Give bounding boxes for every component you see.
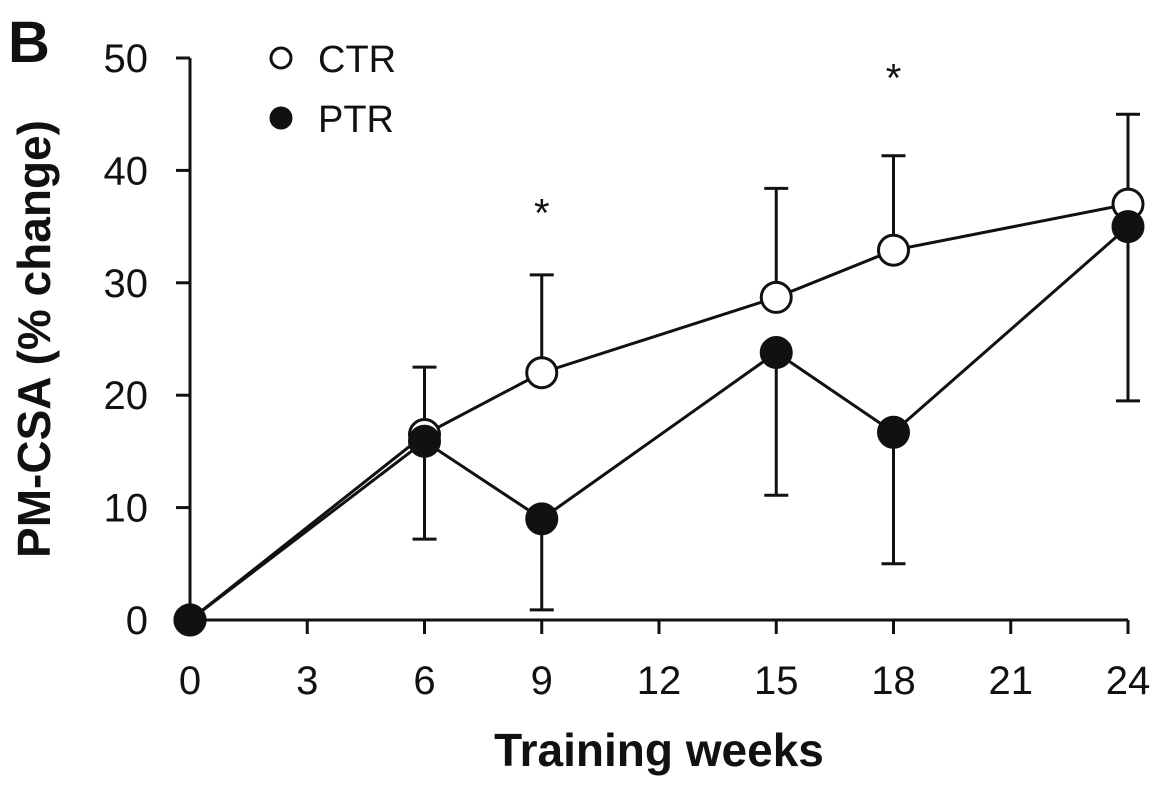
- legend: CTR PTR: [269, 39, 396, 141]
- y-tick-label-0: 0: [126, 599, 148, 643]
- y-axis-title: PM-CSA (% change): [8, 120, 60, 558]
- point-ptr-2: [525, 502, 559, 536]
- y-tick-label-1: 10: [104, 487, 149, 531]
- panel-letter: B: [8, 10, 50, 75]
- point-ctr-4: [877, 233, 910, 267]
- x-tick-label-4: 12: [637, 659, 682, 703]
- x-tick-label-1: 3: [296, 659, 318, 703]
- ticks: 0 3 6 9 12 15 18 21 24 0 10 20 30 40 50: [104, 37, 1151, 703]
- significance-marker-1: *: [886, 57, 902, 101]
- legend-ctr-label: CTR: [318, 39, 396, 81]
- x-tick-label-6: 18: [871, 659, 916, 703]
- annotations: **: [534, 57, 901, 236]
- x-tick-label-3: 9: [531, 659, 553, 703]
- point-ctr-2: [525, 356, 559, 390]
- point-ptr-1: [408, 424, 441, 458]
- x-tick-label-8: 24: [1106, 659, 1151, 703]
- significance-marker-0: *: [534, 192, 550, 236]
- point-ptr-0: [173, 603, 207, 637]
- axes: [188, 58, 1128, 622]
- series-line-ctr: [189, 202, 1129, 622]
- point-ptr-5: [1111, 210, 1145, 244]
- legend-ptr-marker: [269, 106, 293, 130]
- data-points: [173, 187, 1145, 637]
- legend-ptr-label: PTR: [318, 99, 394, 141]
- y-tick-label-2: 20: [104, 374, 149, 418]
- y-tick-label-3: 30: [104, 262, 149, 306]
- series-line-ptr: [189, 225, 1129, 622]
- y-tick-label-4: 40: [104, 149, 149, 193]
- x-axis-title: Training weeks: [494, 724, 824, 776]
- y-tick-label-5: 50: [104, 37, 149, 81]
- x-tick-label-2: 6: [413, 659, 435, 703]
- legend-ctr-marker: [269, 46, 293, 70]
- x-tick-label-7: 21: [989, 659, 1034, 703]
- point-ptr-4: [877, 415, 910, 449]
- series-lines: [189, 202, 1129, 622]
- point-ctr-3: [759, 280, 793, 314]
- point-ptr-3: [759, 335, 793, 369]
- x-tick-label-0: 0: [179, 659, 201, 703]
- x-tick-label-5: 15: [754, 659, 799, 703]
